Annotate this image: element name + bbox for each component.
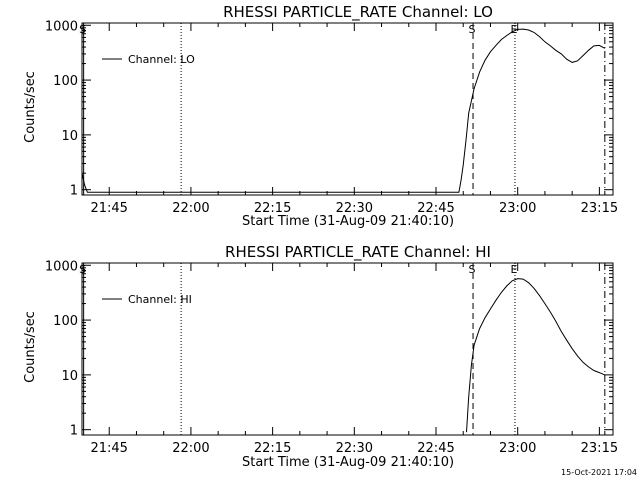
y-tick-label: 100 — [53, 314, 78, 329]
x-tick-label: 22:45 — [417, 441, 454, 456]
x-tick-label: 23:00 — [499, 201, 536, 216]
x-tick-label: 21:45 — [90, 201, 127, 216]
marker-label: S — [469, 263, 476, 276]
marker-label: E — [510, 23, 517, 36]
timestamp: 15-Oct-2021 17:04 — [561, 468, 637, 477]
x-tick-label: 22:15 — [254, 201, 291, 216]
x-tick-label: 22:00 — [172, 201, 209, 216]
y-axis-label: Counts/sec — [23, 71, 38, 143]
y-tick-label: 100 — [53, 74, 78, 89]
x-tick-label: 21:45 — [90, 441, 127, 456]
series-line — [466, 278, 605, 433]
x-tick-label: 22:45 — [417, 201, 454, 216]
y-tick-label: 1 — [70, 424, 78, 439]
chart-title: RHESSI PARTICLE_RATE Channel: HI — [225, 243, 491, 262]
x-tick-label: 22:15 — [254, 441, 291, 456]
marker-label: E — [510, 263, 517, 276]
x-axis-label: Start Time (31-Aug-09 21:40:10) — [242, 455, 454, 470]
y-axis-label: Counts/sec — [23, 311, 38, 383]
legend-label: Channel: LO — [128, 53, 195, 66]
legend-label: Channel: HI — [128, 293, 192, 306]
y-tick-label: 10 — [61, 129, 78, 144]
marker-label: S — [79, 263, 86, 276]
x-tick-label: 22:00 — [172, 441, 209, 456]
panel-hi: RHESSI PARTICLE_RATE Channel: HI Start T… — [23, 243, 618, 470]
marker-label: S — [469, 23, 476, 36]
marker-label: S — [79, 23, 86, 36]
panel-lo: RHESSI PARTICLE_RATE Channel: LO Start T… — [23, 3, 618, 229]
plot-frame — [81, 22, 614, 196]
chart-title: RHESSI PARTICLE_RATE Channel: LO — [223, 3, 493, 22]
plot-frame — [81, 262, 614, 436]
x-axis-label: Start Time (31-Aug-09 21:40:10) — [242, 214, 454, 229]
x-tick-label: 22:30 — [336, 201, 373, 216]
x-tick-label: 23:15 — [581, 201, 618, 216]
x-tick-label: 22:30 — [336, 441, 373, 456]
x-tick-label: 23:15 — [581, 441, 618, 456]
y-tick-label: 1000 — [45, 19, 78, 34]
x-tick-label: 23:00 — [499, 441, 536, 456]
y-tick-label: 10 — [61, 369, 78, 384]
y-tick-label: 1 — [70, 184, 78, 199]
y-tick-label: 1000 — [45, 259, 78, 274]
series-line — [81, 28, 606, 193]
